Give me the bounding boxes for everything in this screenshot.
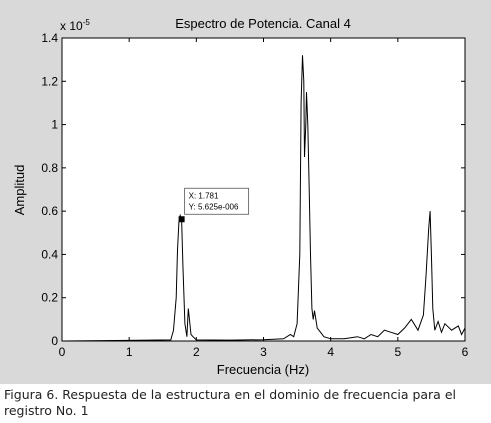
power-spectrum-chart: 0 1 2 3 4 5 6 0 0.2 0.4 0.6 0.8 1 1.2 1.4 X: 1.781 Y: 5… <box>12 16 469 377</box>
y-axis-label: Amplitud <box>12 165 27 216</box>
x-tick-label: 4 <box>327 345 334 359</box>
datatip-marker <box>178 216 185 223</box>
datatip-box <box>184 187 250 215</box>
figure-caption: Figura 6. Respuesta de la estructura en … <box>4 387 456 418</box>
y-multiplier: x 10-5 <box>60 18 90 33</box>
y-tick-label: 1.4 <box>41 31 58 45</box>
datatip-x-text: X: 1.781 <box>189 191 219 200</box>
x-tick-label: 5 <box>394 345 401 359</box>
figure-window: 0 1 2 3 4 5 6 0 0.2 0.4 0.6 0.8 1 1.2 1.4 X: 1.781 Y: 5… <box>0 0 491 384</box>
y-tick-label: 1 <box>51 118 58 132</box>
x-tick-label: 3 <box>260 345 267 359</box>
spectrum-line <box>61 55 466 342</box>
plot-area <box>61 37 466 342</box>
x-tick-label: 0 <box>59 345 66 359</box>
chart-title: Espectro de Potencia. Canal 4 <box>175 16 351 31</box>
y-tick-label: 0.6 <box>41 204 58 218</box>
y-tick-label: 0 <box>51 334 58 348</box>
datatip-y-text: Y: 5.625e-006 <box>189 202 239 211</box>
x-tick-label: 1 <box>126 345 133 359</box>
y-tick-label: 0.2 <box>41 291 58 305</box>
x-tick-label: 6 <box>462 345 469 359</box>
x-tick-label: 2 <box>193 345 200 359</box>
y-tick-label: 0.4 <box>41 247 58 261</box>
x-axis-label: Frecuencia (Hz) <box>217 362 309 377</box>
y-tick-label: 1.2 <box>41 74 58 88</box>
y-tick-label: 0.8 <box>41 161 58 175</box>
